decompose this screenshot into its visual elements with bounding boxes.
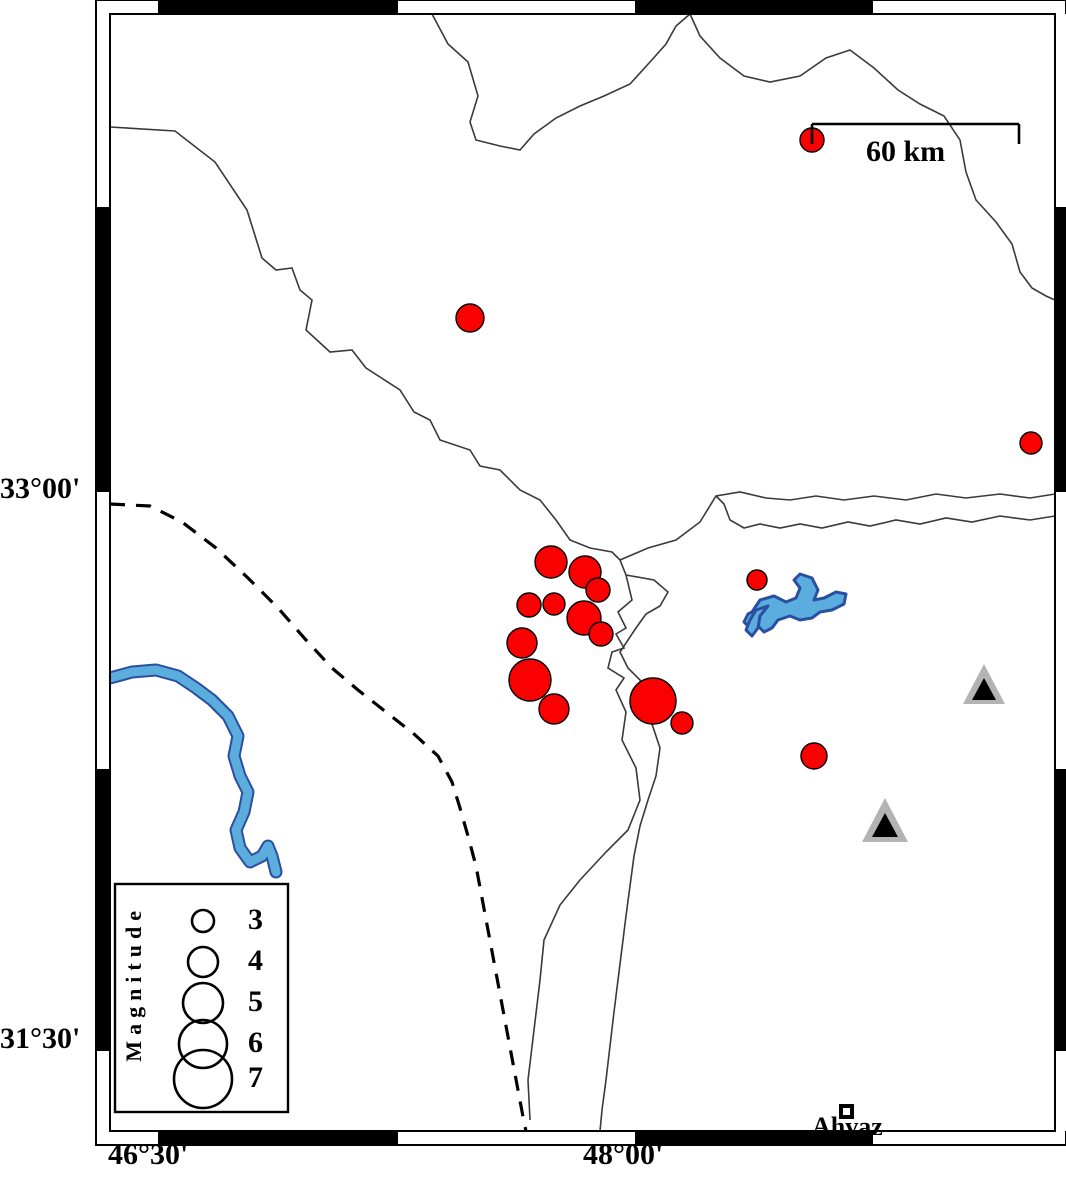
- station-marker: [963, 664, 1005, 704]
- province-boundaries: [109, 13, 1056, 1132]
- boundary-lurestan-inner: [715, 495, 1056, 529]
- legend-title: Magnitude: [121, 905, 146, 1062]
- boundary-north-east: [689, 13, 1056, 301]
- epicenter-marker: [670, 711, 694, 735]
- station-marker: [862, 798, 908, 842]
- legend-circle-4: [186, 945, 220, 979]
- international-border: [109, 502, 528, 1132]
- legend-value-3: 3: [248, 903, 263, 936]
- boundary-north-west: [109, 126, 641, 1121]
- river-karkheh-fill: [105, 665, 281, 877]
- latitude-tick-label-31-30: 31°30': [0, 1022, 81, 1055]
- epicenter-marker: [588, 621, 614, 647]
- boundary-lurestan-south: [619, 491, 1056, 561]
- latitude-tick-label-33-00: 33°00': [0, 472, 81, 505]
- city-symbol-ahvaz: [839, 1104, 854, 1119]
- boundary-north-central: [431, 13, 691, 151]
- epicenter-marker: [1019, 431, 1043, 455]
- epicenter-layer: [455, 127, 1043, 770]
- legend-circle-5: [181, 981, 225, 1025]
- legend-circle-7: [172, 1048, 234, 1110]
- water-features: [103, 572, 848, 879]
- boundary-midwest-spur: [599, 574, 670, 1132]
- legend-box: [113, 882, 290, 1114]
- legend-value-4: 4: [248, 944, 263, 977]
- map-frame: [95, 0, 1066, 1146]
- longitude-tick-label-46-30: 46°30': [108, 1138, 189, 1171]
- epicenter-marker: [585, 577, 611, 603]
- epicenter-marker: [800, 742, 828, 770]
- longitude-tick-label-48-00: 48°00': [583, 1138, 664, 1171]
- epicenter-marker: [542, 592, 566, 616]
- lake-reservoir: [742, 572, 848, 634]
- seismic-stations: [862, 664, 1005, 842]
- legend-circle-3: [190, 908, 216, 934]
- epicenter-marker: [455, 303, 485, 333]
- epicenter-marker: [746, 569, 768, 591]
- epicenter-marker: [508, 658, 552, 702]
- legend-value-6: 6: [248, 1026, 263, 1059]
- epicenter-marker: [538, 693, 570, 725]
- scale-bar-label: 60 km: [866, 135, 946, 168]
- epicenter-marker: [629, 677, 677, 725]
- epicenter-marker: [534, 545, 568, 579]
- lake-reservoir-branch: [744, 604, 770, 638]
- legend-circle-6: [177, 1018, 229, 1070]
- epicenter-marker: [506, 627, 538, 659]
- epicenter-marker: [516, 592, 542, 618]
- city-label-ahvaz: Ahvaz: [812, 1112, 883, 1141]
- legend-value-5: 5: [248, 985, 263, 1018]
- legend-value-7: 7: [248, 1061, 263, 1094]
- scale-bar: [810, 122, 1021, 144]
